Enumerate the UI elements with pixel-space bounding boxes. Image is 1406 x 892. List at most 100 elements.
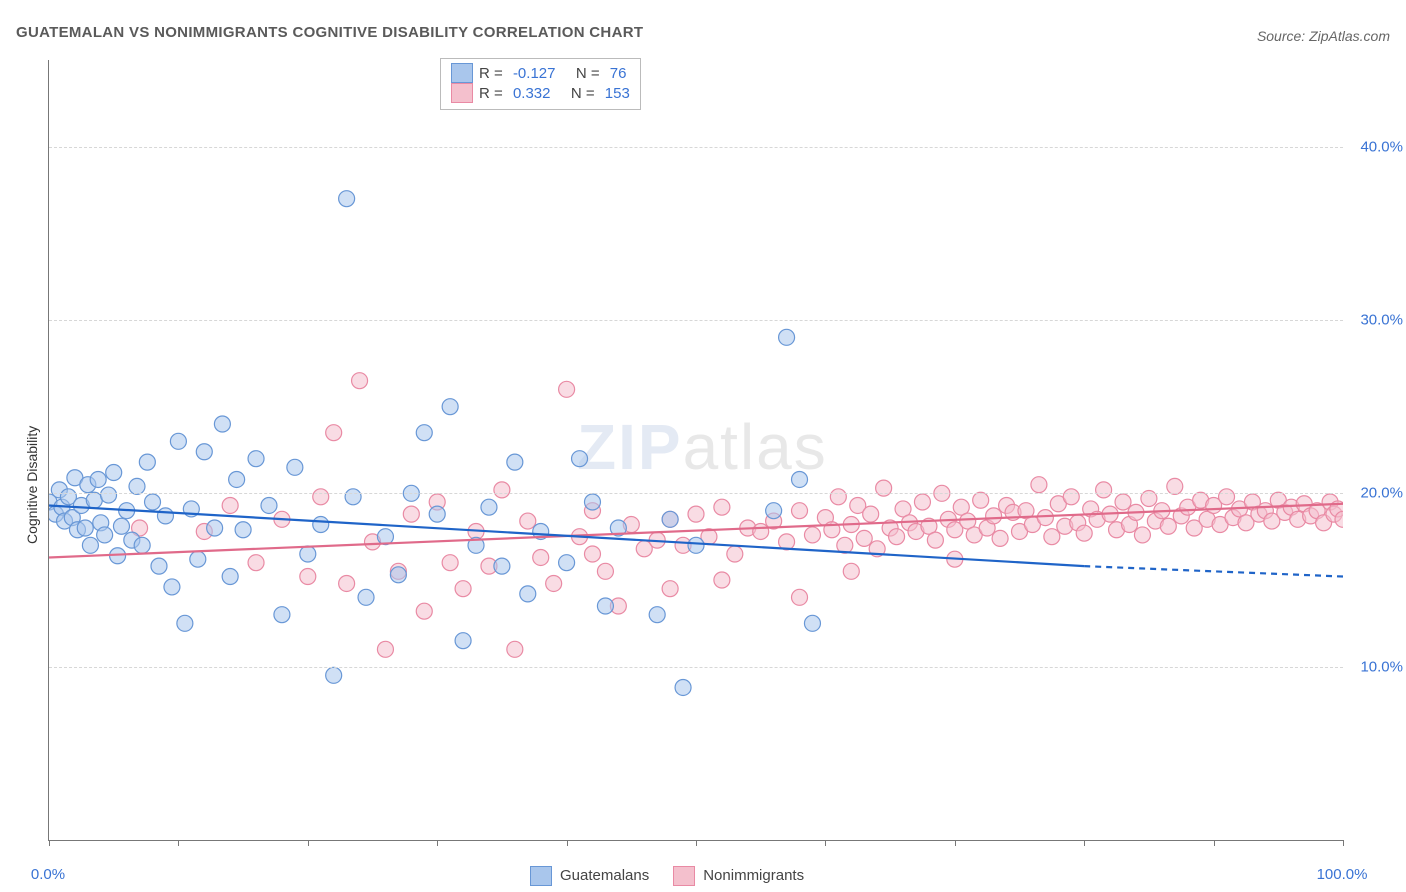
scatter-point <box>339 575 355 591</box>
scatter-point <box>274 607 290 623</box>
scatter-point <box>390 567 406 583</box>
scatter-point <box>313 517 329 533</box>
ytick-label: 30.0% <box>1360 312 1403 329</box>
scatter-point <box>106 465 122 481</box>
scatter-point <box>1063 489 1079 505</box>
scatter-point <box>584 494 600 510</box>
scatter-point <box>129 478 145 494</box>
scatter-point <box>1096 482 1112 498</box>
scatter-point <box>151 558 167 574</box>
gridline <box>49 493 1343 494</box>
scatter-point <box>145 494 161 510</box>
scatter-point <box>196 444 212 460</box>
scatter-point <box>1115 494 1131 510</box>
scatter-point <box>1037 510 1053 526</box>
scatter-point <box>792 471 808 487</box>
chart-title: GUATEMALAN VS NONIMMIGRANTS COGNITIVE DI… <box>16 24 643 41</box>
scatter-point <box>1076 525 1092 541</box>
scatter-point <box>300 546 316 562</box>
scatter-point <box>863 506 879 522</box>
scatter-point <box>86 492 102 508</box>
scatter-point <box>1167 478 1183 494</box>
scatter-point <box>1031 477 1047 493</box>
scatter-point <box>190 551 206 567</box>
scatter-point <box>481 499 497 515</box>
scatter-point <box>520 513 536 529</box>
legend-row-b: R = 0.332 N = 153 <box>451 83 630 103</box>
xtick <box>308 840 309 846</box>
n-label-a: N = <box>576 65 604 82</box>
swatch-b <box>451 83 473 103</box>
scatter-point <box>300 569 316 585</box>
swatch-a <box>451 63 473 83</box>
n-label-b: N = <box>571 85 599 102</box>
scatter-point <box>597 598 613 614</box>
legend-item-a: Guatemalans <box>530 866 649 886</box>
scatter-point <box>416 603 432 619</box>
scatter-point <box>455 581 471 597</box>
scatter-point <box>494 558 510 574</box>
legend-item-b: Nonimmigrants <box>673 866 804 886</box>
scatter-point <box>792 503 808 519</box>
scatter-point <box>345 489 361 505</box>
scatter-point <box>442 555 458 571</box>
scatter-point <box>97 527 113 543</box>
scatter-point <box>134 537 150 553</box>
scatter-point <box>688 537 704 553</box>
r-value-a: -0.127 <box>513 65 556 82</box>
scatter-point <box>403 506 419 522</box>
scatter-point <box>170 433 186 449</box>
scatter-point <box>261 497 277 513</box>
source-text: ZipAtlas.com <box>1309 28 1390 44</box>
scatter-point <box>429 506 445 522</box>
scatter-point <box>973 492 989 508</box>
scatter-point <box>533 549 549 565</box>
scatter-point <box>248 555 264 571</box>
scatter-point <box>339 191 355 207</box>
scatter-point <box>559 555 575 571</box>
scatter-point <box>804 615 820 631</box>
scatter-point <box>222 569 238 585</box>
series-b-name: Nonimmigrants <box>703 867 804 884</box>
scatter-point <box>442 399 458 415</box>
source-prefix: Source: <box>1257 28 1309 44</box>
gridline <box>49 667 1343 668</box>
xtick-label: 0.0% <box>31 866 65 883</box>
scatter-point <box>804 527 820 543</box>
scatter-point <box>157 508 173 524</box>
scatter-point <box>1160 518 1176 534</box>
scatter-point <box>779 329 795 345</box>
scatter-point <box>1219 489 1235 505</box>
xtick <box>955 840 956 846</box>
scatter-point <box>766 503 782 519</box>
ytick-label: 20.0% <box>1360 485 1403 502</box>
xtick <box>696 840 697 846</box>
n-value-a: 76 <box>610 65 627 82</box>
r-value-b: 0.332 <box>513 85 551 102</box>
scatter-point <box>248 451 264 467</box>
scatter-point <box>992 530 1008 546</box>
scatter-point <box>856 530 872 546</box>
gridline <box>49 147 1343 148</box>
gridline <box>49 320 1343 321</box>
scatter-point <box>714 499 730 515</box>
scatter-point <box>649 607 665 623</box>
xtick-label: 100.0% <box>1317 866 1368 883</box>
xtick <box>437 840 438 846</box>
swatch-a-icon <box>530 866 552 886</box>
scatter-point <box>207 520 223 536</box>
r-label-a: R = <box>479 65 507 82</box>
scatter-point <box>313 489 329 505</box>
xtick <box>825 840 826 846</box>
source-label: Source: ZipAtlas.com <box>1257 28 1390 44</box>
scatter-point <box>559 381 575 397</box>
scatter-point <box>101 487 117 503</box>
r-label-b: R = <box>479 85 507 102</box>
xtick <box>567 840 568 846</box>
scatter-point <box>177 615 193 631</box>
scatter-point <box>889 529 905 545</box>
trend-line <box>1084 566 1343 576</box>
scatter-point <box>792 589 808 605</box>
scatter-point <box>214 416 230 432</box>
scatter-point <box>830 489 846 505</box>
